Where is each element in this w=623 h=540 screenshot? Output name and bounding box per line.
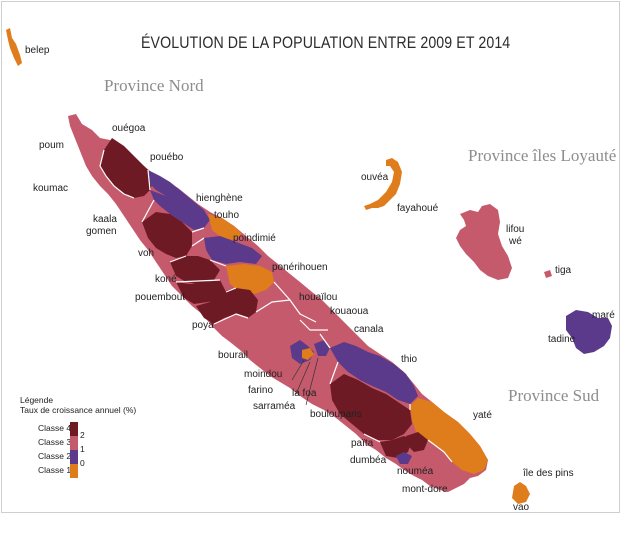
pouembout [176,280,226,304]
label-houailou: houaïlou [299,292,338,303]
label-koumac: koumac [33,183,69,194]
poya [196,288,258,324]
label-farino: farino [248,385,274,396]
province-iles-label: Province îles Loyauté [468,146,617,165]
label-dumbea: dumbéa [350,455,387,466]
label-belep: belep [25,45,50,56]
yate [410,398,488,474]
label-kouaoua: kouaoua [330,306,369,317]
tiga-island [544,270,552,278]
label-paita: païta [351,438,374,449]
sarramea [314,340,330,356]
leader-lines [291,357,319,406]
label-tiga: tiga [555,265,572,276]
poindimie [204,236,262,264]
boulouparis [330,374,412,440]
ouegoa-koumac [100,138,154,198]
legend-tick-2: 2 [80,430,85,440]
label-poya: poya [192,320,214,331]
label-ouegoa: ouégoa [112,123,146,134]
label-boulouparis: boulouparis [310,409,362,420]
legend-swatch-classe-1 [70,464,78,478]
legend-classe-4-label: Classe 4 [38,423,72,433]
label-kaala: kaala [93,214,117,225]
label-tadine: tadine [548,334,576,345]
label-ponerihouen: ponérihouen [272,262,328,273]
label-gomen: gomen [86,226,117,237]
legend-tick-1: 1 [80,444,85,454]
legend-classe-1-label: Classe 1 [38,465,72,475]
legend-title-line1: Légende [20,395,54,405]
legend-classe-2-label: Classe 2 [38,451,72,461]
label-canala: canala [354,324,384,335]
legend-swatch-classe-4 [70,422,78,436]
hienghene [150,190,210,230]
label-noumea: nouméa [397,466,434,477]
legend-title: Légende Taux de croissance annuel (%) [20,395,137,415]
touho [208,214,242,240]
dumbea [406,432,428,452]
map-frame [1,1,620,513]
ile-des-pins-island [512,482,530,504]
noumea [396,452,412,464]
ponerihouen [226,264,274,294]
label-la-foa: la foa [292,388,317,399]
label-pouembout: pouembout [135,292,186,303]
ouvea-island [364,158,402,210]
legend-tick-0: 0 [80,458,85,468]
lifou-island [456,204,512,280]
legend-swatch-classe-3 [70,436,78,450]
label-hienghene: hienghène [196,193,243,204]
label-ouvea: ouvéa [361,172,389,183]
label-thio: thio [401,354,418,365]
label-we: wé [509,236,522,247]
province-nord-label: Province Nord [104,76,204,95]
label-sarramea: sarraméa [253,401,296,412]
label-poum: poum [39,140,65,151]
label-touho: touho [214,210,240,221]
legend-classe-3-label: Classe 3 [38,437,72,447]
province-sud-label: Province Sud [508,386,600,405]
label-voh: voh [138,248,155,259]
label-bourail: bourail [218,350,249,361]
commune-borders [99,149,453,463]
mare-island [566,310,612,354]
farino [302,348,314,360]
legend-swatch-classe-2 [70,450,78,464]
label-moindou: moindou [244,369,283,380]
label-mare: maré [592,310,615,321]
kone [170,256,220,284]
label-pouebo: pouébo [150,152,184,163]
label-mont-dore: mont-dore [402,484,448,495]
thio [330,342,418,404]
legend-title-line2: Taux de croissance annuel (%) [20,404,137,415]
label-vao: vao [513,502,530,513]
label-kone: koné [155,274,177,285]
belep-island [6,28,22,66]
pouebo [148,170,180,200]
label-ile-des-pins: île des pins [523,468,574,479]
map-title: ÉVOLUTION DE LA POPULATION ENTRE 2009 ET… [141,34,511,52]
label-fayahoue: fayahoué [397,203,439,214]
label-yate: yaté [473,410,492,421]
label-poindimie: poindimié [233,233,276,244]
voh [142,212,192,258]
label-lifou: lifou [506,224,525,235]
